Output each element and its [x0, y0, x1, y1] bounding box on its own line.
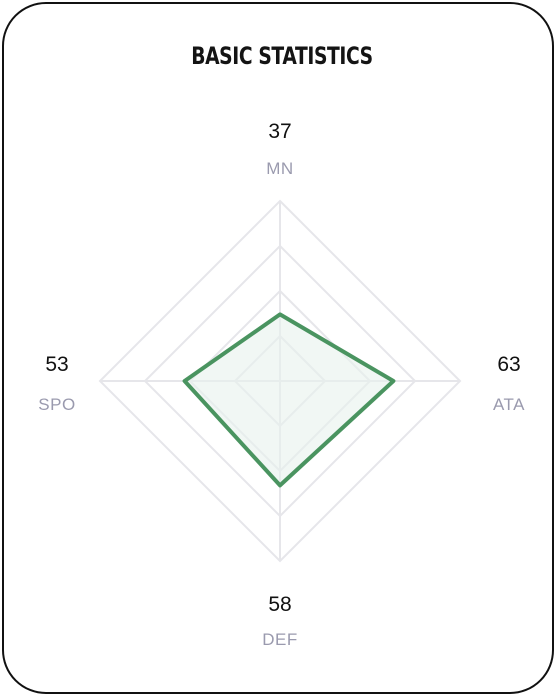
axis-label-spo: SPO: [38, 395, 75, 414]
card-title: BASIC STATISTICS: [191, 42, 373, 70]
axis-value-def: 58: [268, 593, 291, 616]
axis-label-def: DEF: [262, 630, 298, 649]
radar-labels: 37 MN 63 ATA 58 DEF 53 SPO: [38, 120, 525, 649]
axis-value-ata: 63: [497, 353, 520, 376]
series-polygon: [182, 312, 396, 488]
radar-series: [182, 312, 396, 488]
axis-label-mn: MN: [266, 159, 293, 178]
axis-value-spo: 53: [45, 353, 68, 376]
axis-value-mn: 37: [268, 120, 291, 143]
axis-label-ata: ATA: [493, 395, 525, 414]
